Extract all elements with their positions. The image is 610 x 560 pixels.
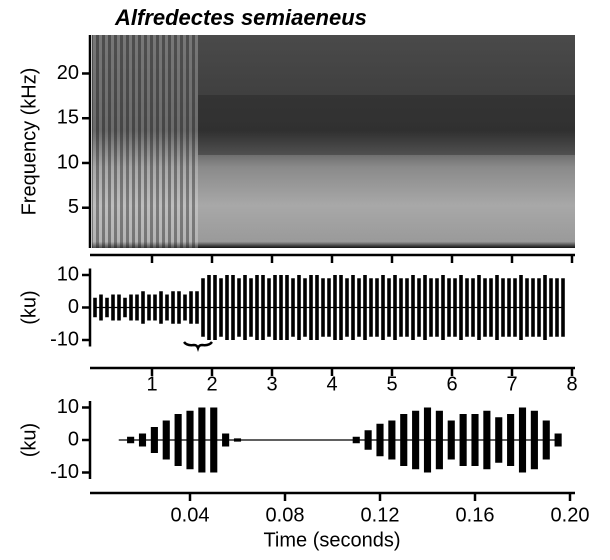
- x-tick-label: 5: [386, 373, 397, 395]
- x-tick-label: 8: [566, 373, 577, 395]
- y-axis-label: (ku): [18, 423, 40, 457]
- y-tick-label: -10: [50, 328, 79, 350]
- spectrogram-pulses: [92, 35, 198, 248]
- x-tick-label: 4: [326, 373, 337, 395]
- y-tick-label: 20: [57, 62, 79, 84]
- x-tick-label: 6: [446, 373, 457, 395]
- y-axis-label: Frequency (kHz): [18, 68, 40, 216]
- y-tick-label: 0: [68, 296, 79, 318]
- x-tick-label: 3: [266, 373, 277, 395]
- y-tick-label: 10: [57, 263, 79, 285]
- x-tick-label: 1: [146, 373, 157, 395]
- x-tick-label: 2: [206, 373, 217, 395]
- chart-title: Alfredectes semiaeneus: [114, 5, 367, 30]
- y-tick-label: 5: [68, 196, 79, 218]
- spectrogram-band: [198, 95, 575, 155]
- y-tick-label: 15: [57, 107, 79, 129]
- y-axis-label: (ku): [18, 290, 40, 324]
- zoom-bracket: [183, 341, 213, 352]
- plots: 5 10 15 20 Frequency (kHz) 10 0 -10 1 2 3 4 5 6 7 8 (ku)…: [18, 35, 589, 551]
- x-tick-label: 0.12: [361, 504, 400, 526]
- x-tick-label: 0.16: [456, 504, 495, 526]
- y-tick-label: 0: [68, 428, 79, 450]
- y-tick-label: -10: [50, 461, 79, 483]
- y-tick-label: 10: [57, 151, 79, 173]
- x-tick-label: 7: [506, 373, 517, 395]
- x-tick-label: 0.04: [171, 504, 210, 526]
- x-axis-label: Time (seconds): [263, 529, 400, 551]
- x-tick-label: 0.20: [551, 504, 590, 526]
- x-tick-label: 0.08: [266, 504, 305, 526]
- y-tick-label: 10: [57, 396, 79, 418]
